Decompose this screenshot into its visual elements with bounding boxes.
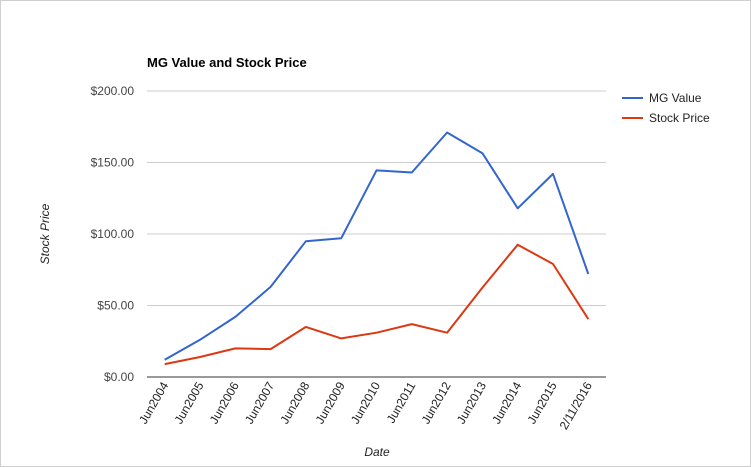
- data-point: [515, 205, 521, 211]
- data-point: [374, 330, 380, 336]
- y-tick-label: $200.00: [91, 84, 135, 98]
- data-point: [232, 314, 238, 320]
- x-tick-label: Jun2006: [207, 379, 242, 426]
- series-line-stock-price: [164, 243, 590, 366]
- data-point: [479, 150, 485, 156]
- data-point: [303, 324, 309, 330]
- y-tick-label: $150.00: [91, 156, 135, 170]
- series-lines: [162, 129, 591, 367]
- y-axis-title: Stock Price: [38, 203, 52, 264]
- legend: MG Value Stock Price: [622, 91, 710, 125]
- data-point: [338, 335, 344, 341]
- data-point: [479, 285, 485, 291]
- data-point: [232, 345, 238, 351]
- x-tick-label: Jun2012: [419, 379, 454, 426]
- x-tick-label: Jun2007: [242, 379, 277, 426]
- data-point: [197, 354, 203, 360]
- x-tick-label: Jun2004: [136, 379, 171, 426]
- x-tick-label: 2/11/2016: [557, 379, 596, 432]
- chart-title: MG Value and Stock Price: [147, 55, 307, 70]
- data-point: [444, 330, 450, 336]
- x-tick-label: Jun2005: [171, 379, 206, 426]
- data-point: [585, 271, 591, 277]
- data-point: [515, 242, 521, 248]
- x-tick-label: Jun2010: [348, 379, 383, 426]
- data-point: [374, 167, 380, 173]
- x-tick-label: Jun2008: [277, 379, 312, 426]
- x-tick-label: Jun2014: [489, 379, 524, 426]
- data-point: [409, 321, 415, 327]
- gridlines: [147, 90, 606, 306]
- data-point: [268, 284, 274, 290]
- legend-label: Stock Price: [649, 111, 710, 125]
- x-tick-label: Jun2009: [313, 379, 348, 426]
- data-point: [550, 171, 556, 177]
- series-line-mg-value: [164, 131, 590, 361]
- x-tick-label: Jun2013: [454, 379, 489, 426]
- data-point: [338, 235, 344, 241]
- x-tick-label: Jun2011: [384, 379, 419, 425]
- data-point: [197, 337, 203, 343]
- legend-label: MG Value: [649, 91, 702, 105]
- y-tick-label: $0.00: [104, 370, 134, 384]
- x-axis-ticks: Jun2004 Jun2005 Jun2006 Jun2007 Jun2008 Jun20…: [136, 379, 595, 432]
- data-point: [409, 170, 415, 176]
- data-point: [303, 238, 309, 244]
- y-axis-ticks: $0.00 $50.00 $100.00 $150.00 $200.00: [91, 84, 135, 384]
- x-axis-title: Date: [364, 445, 390, 459]
- data-point: [444, 129, 450, 135]
- data-point: [268, 346, 274, 352]
- data-point: [585, 316, 591, 322]
- y-tick-label: $50.00: [97, 299, 134, 313]
- y-tick-label: $100.00: [91, 227, 135, 241]
- data-point: [550, 261, 556, 267]
- data-point: [162, 361, 168, 367]
- x-tick-label: Jun2015: [524, 379, 559, 426]
